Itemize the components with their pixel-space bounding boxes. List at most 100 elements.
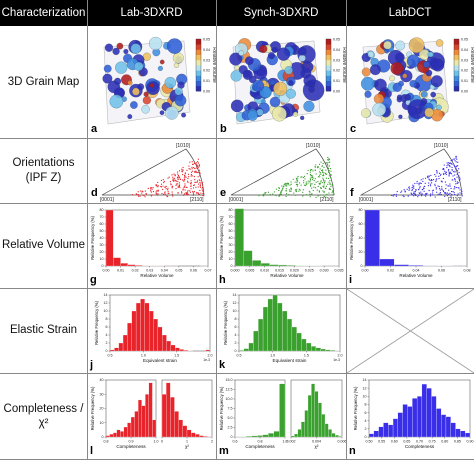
x-tick-label: 0.02	[387, 269, 394, 273]
panel-label-h: h	[219, 274, 226, 286]
ipf-corner-left: [0001]	[359, 197, 374, 203]
orientation-point	[195, 170, 197, 172]
histogram-bar	[324, 423, 329, 438]
row-label-elastic-strain: Elastic Strain	[0, 288, 87, 373]
rv-hist-lab3dxrd: 0.00 0.01 0.02 0.03 0.04 0.05 0.06 0.07 0 10 20 30 4…	[88, 204, 216, 288]
orientation-point	[331, 184, 333, 186]
orientation-point	[459, 192, 461, 194]
orientation-point	[321, 170, 323, 172]
x-axis-label: χ²	[185, 444, 189, 449]
orientation-point	[445, 184, 447, 186]
orientation-point	[451, 163, 453, 165]
orientation-point	[286, 183, 288, 185]
orientation-point	[175, 180, 177, 182]
orientation-point	[447, 170, 449, 172]
orientation-point	[456, 195, 458, 197]
grain	[431, 58, 445, 72]
grain	[141, 105, 150, 114]
orientation-point	[440, 194, 442, 196]
orientation-point	[278, 187, 280, 189]
orientation-point	[451, 169, 453, 171]
orientation-point	[306, 173, 308, 175]
ipf-corner-right: [2110]	[320, 197, 334, 203]
orientation-point	[439, 193, 441, 195]
orientation-point	[163, 193, 165, 195]
orientation-point	[320, 187, 322, 189]
grain	[286, 88, 296, 99]
grain	[164, 77, 177, 89]
orientation-point	[147, 187, 149, 189]
orientation-point	[314, 183, 316, 185]
orientation-point	[418, 194, 420, 196]
orientation-point	[302, 189, 304, 191]
orientation-point	[298, 188, 300, 190]
orientation-point	[177, 192, 179, 194]
orientation-point	[144, 190, 146, 192]
histogram-bar	[109, 349, 115, 352]
orientation-point	[275, 195, 277, 197]
x-tick-label: 0.04	[413, 269, 420, 273]
orientation-point	[197, 186, 199, 188]
orientation-point	[189, 168, 191, 170]
orientation-point	[202, 189, 204, 191]
grain	[276, 47, 291, 61]
orientation-point	[181, 192, 183, 194]
orientation-point	[282, 186, 284, 188]
orientation-point	[304, 178, 306, 180]
x-tick-label: 0.002	[287, 440, 296, 444]
orientation-point	[455, 166, 457, 168]
histogram-chi2: 0.002 0.004 0.006 χ²	[287, 379, 346, 449]
orientation-point	[164, 192, 166, 194]
orientation-point	[199, 180, 201, 182]
orientation-point	[323, 194, 325, 196]
histogram-bar	[436, 408, 442, 438]
grain	[298, 47, 307, 56]
orientation-point	[327, 166, 329, 168]
orientation-point	[190, 188, 192, 190]
orientation-point	[454, 174, 456, 176]
orientation-point	[163, 180, 165, 182]
orientation-point	[192, 170, 194, 172]
ipf-plot: [1010] [0001] [2110]	[100, 143, 205, 203]
orientation-point	[157, 185, 159, 187]
orientation-point	[162, 179, 164, 181]
grain	[134, 61, 144, 71]
orientation-point	[419, 186, 421, 188]
y-tick-label: 0	[106, 349, 108, 353]
orientation-point	[290, 187, 292, 189]
orientation-point	[327, 171, 329, 173]
orientation-point	[199, 182, 201, 184]
ipf-plot: [1010] [0001] [2110]	[359, 143, 463, 203]
orientation-point	[425, 193, 427, 195]
orientation-point	[323, 192, 325, 194]
orientation-point	[283, 185, 285, 187]
orientation-point	[452, 171, 454, 173]
orientation-point	[310, 174, 312, 176]
orientation-point	[319, 191, 321, 193]
histogram-bar	[272, 294, 278, 352]
orientation-point	[322, 170, 324, 172]
orientation-point	[171, 187, 173, 189]
orientation-point	[449, 165, 451, 167]
orientation-point	[275, 188, 277, 190]
y-tick-label: 8	[235, 317, 237, 321]
header-synch3dxrd: Synch-3DXRD	[216, 0, 346, 26]
orientation-point	[417, 196, 419, 198]
orientation-point	[322, 190, 324, 192]
grain	[361, 108, 371, 118]
orientation-point	[186, 192, 188, 194]
orientation-point	[182, 174, 184, 176]
histogram-chi2: 0 1 2 χ²	[161, 379, 213, 449]
orientation-point	[332, 190, 334, 192]
grain	[142, 96, 152, 105]
row-label-completeness: Completeness / χ²	[0, 373, 87, 459]
orientation-point	[327, 164, 329, 166]
ipf-corner-top: [1010]	[176, 143, 191, 149]
orientation-point	[442, 177, 444, 179]
histogram-bar	[286, 265, 296, 267]
orientation-point	[295, 184, 297, 186]
orientation-point	[312, 177, 314, 179]
orientation-point	[455, 157, 457, 159]
orientation-point	[280, 193, 282, 195]
orientation-point	[174, 174, 176, 176]
